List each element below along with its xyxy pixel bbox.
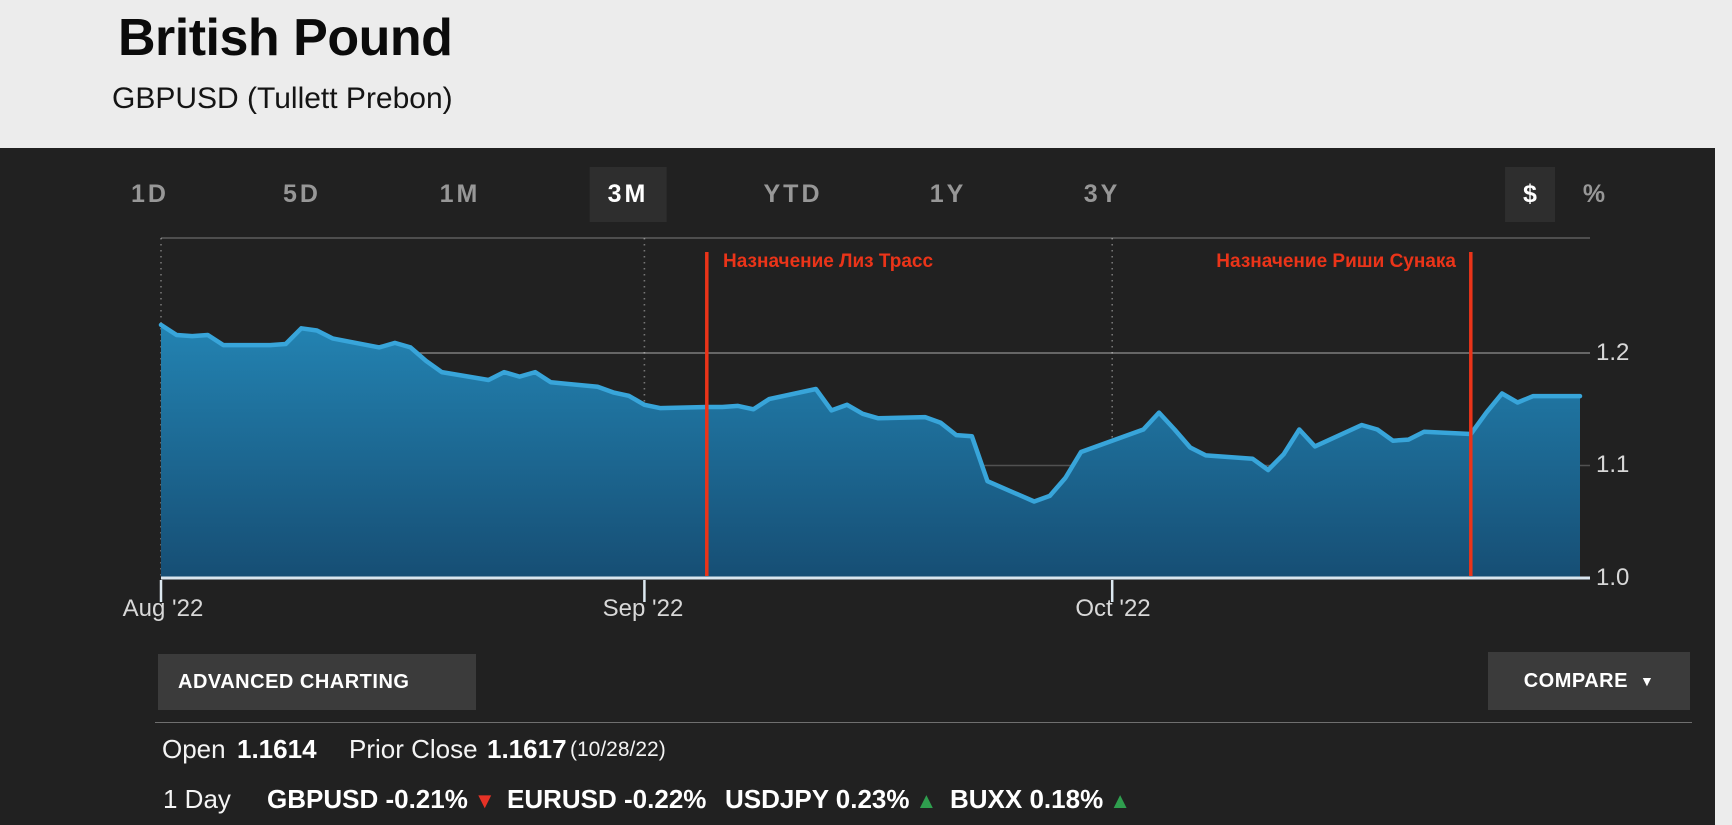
range-tab-1y[interactable]: 1Y (929, 180, 967, 208)
unit-toggle-dollar[interactable]: $ (1505, 167, 1555, 222)
y-axis-label: 1.1 (1596, 451, 1630, 478)
range-tab-3m[interactable]: 3M (589, 167, 667, 222)
range-tab-3y[interactable]: 3Y (1083, 180, 1121, 208)
price-area-chart[interactable] (0, 148, 1715, 825)
unit-toggle-percent[interactable]: % (1582, 180, 1606, 208)
page-header: British Pound GBPUSD (Tullett Prebon) (0, 0, 1732, 148)
y-axis-label: 1.2 (1596, 339, 1630, 366)
mover-eurusd: EURUSD -0.22% (507, 784, 707, 814)
advanced-charting-button[interactable]: ADVANCED CHARTING (158, 654, 476, 710)
compare-label: COMPARE (1523, 669, 1628, 692)
prior-close-value: 1.1617 (487, 734, 567, 764)
open-value: 1.1614 (237, 734, 317, 764)
chart-panel: 1D 5D 1M 3M YTD 1Y 3Y $ % 1.2 1.1 1.0 Au… (0, 148, 1715, 825)
mover-buxx: BUXX 0.18% ▲ (950, 784, 1131, 814)
one-day-label: 1 Day (163, 784, 231, 814)
down-arrow-icon: ▼ (473, 788, 496, 813)
range-tab-1d[interactable]: 1D (131, 180, 169, 208)
event-annotation-truss: Назначение Лиз Трасс (723, 251, 934, 272)
open-label: Open (162, 734, 226, 764)
x-axis-label: Oct '22 (1075, 595, 1151, 622)
y-axis-label: 1.0 (1596, 564, 1630, 591)
prior-close-label: Prior Close (349, 734, 478, 764)
range-tab-ytd[interactable]: YTD (763, 180, 823, 208)
x-axis-label: Aug '22 (122, 595, 204, 622)
mover-usdjpy: USDJPY 0.23% ▲ (725, 784, 938, 814)
compare-button[interactable]: COMPARE ▼ (1488, 652, 1690, 710)
range-tab-1m[interactable]: 1M (439, 180, 481, 208)
event-annotation-sunak: Назначение Риши Сунака (1216, 251, 1456, 272)
chevron-down-icon: ▼ (1639, 673, 1655, 689)
prior-close-date: (10/28/22) (570, 738, 666, 761)
page-title: British Pound (118, 9, 453, 67)
symbol-subtitle: GBPUSD (Tullett Prebon) (112, 82, 453, 115)
mover-gbpusd: GBPUSD -0.21% ▼ (267, 784, 496, 814)
up-arrow-icon: ▲ (1109, 788, 1131, 813)
range-tab-5d[interactable]: 5D (283, 180, 321, 208)
page-edge-strip (1715, 0, 1732, 825)
stats-divider (155, 722, 1692, 723)
up-arrow-icon: ▲ (915, 788, 938, 813)
x-axis-label: Sep '22 (602, 595, 684, 622)
advanced-charting-label: ADVANCED CHARTING (178, 670, 410, 693)
